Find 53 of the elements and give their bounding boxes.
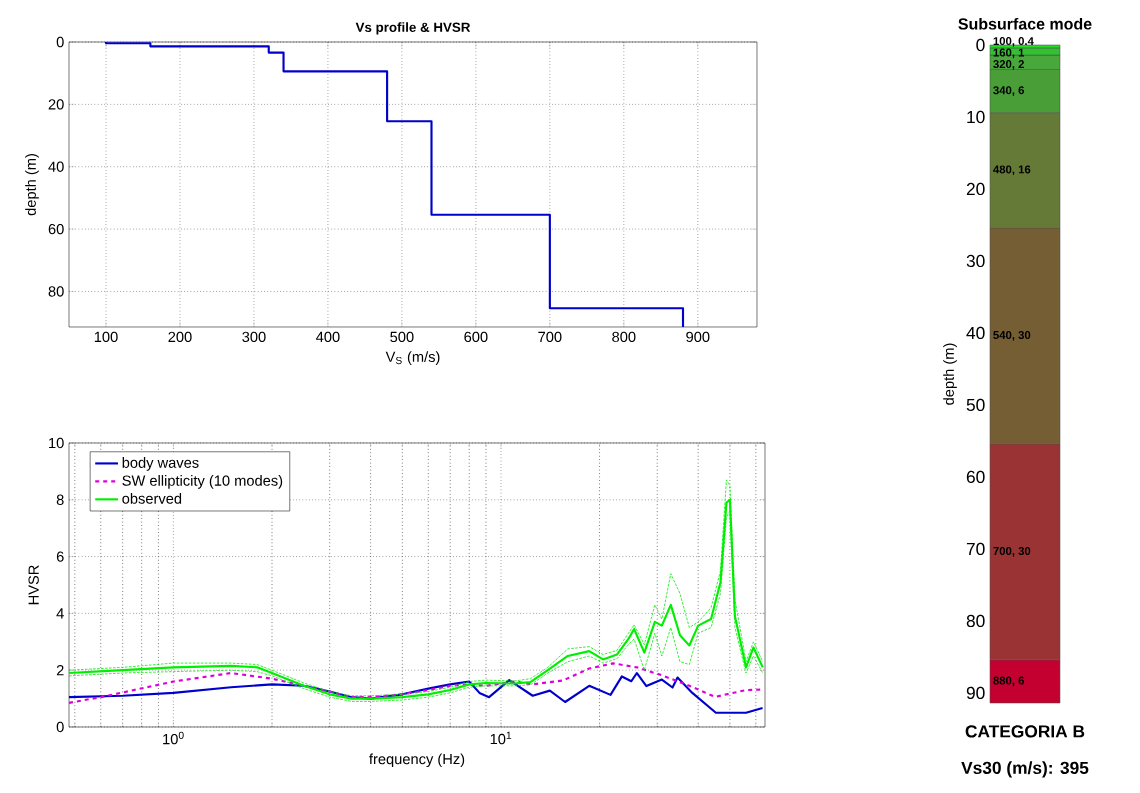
data-label: 700, 30 [993,546,1031,557]
y-tick-label: 8 [56,494,64,505]
y-tick-label: 10 [49,437,64,449]
x-tick-label: 600 [464,331,488,343]
x-axis-title: V$_{S}$ (m/s) [385,351,440,365]
y-tick-label: 0 [976,38,985,52]
data-label: 880, 6 [993,676,1025,687]
y-tick-label: 70 [966,542,985,556]
x-axis-title: frequency (Hz) [369,753,465,768]
legend-label: body waves [122,457,199,471]
y-tick-label: 60 [966,470,985,484]
chart-title: Vs profile & HVSR [355,22,471,35]
text: Vs30 (m/s): 395 [961,761,1089,778]
x-tick-label: 200 [168,331,192,343]
y-tick-label: 80 [966,614,985,628]
x-tick-label: 10$^{0}$ [163,731,184,745]
x-tick-label: 500 [390,331,414,343]
y-tick-label: 0 [56,721,64,733]
y-tick-label: 0 [56,36,64,48]
data-label: 340, 6 [993,86,1025,96]
y-tick-label: 30 [966,254,985,268]
y-tick-label: 20 [48,99,64,110]
data-label: 160, 1 [993,48,1025,59]
y-tick-label: 80 [48,286,64,297]
y-tick-label: 60 [48,223,64,235]
y-tick-label: 2 [56,665,64,676]
y-tick-label: 40 [48,161,64,172]
x-tick-label: 700 [538,331,562,343]
line-series [104,40,685,329]
legend-label: observed [122,493,182,504]
y-axis-title: depth (m) [943,343,957,405]
y-tick-label: 20 [966,182,985,196]
x-tick-label: 100 [94,331,118,343]
x-tick-label: 400 [316,331,340,343]
y-tick-label: 90 [966,686,985,700]
data-label: 100, 0.4 [993,37,1034,47]
y-axis-title: depth (m) [25,154,39,216]
data-label: 480, 16 [993,165,1031,176]
y-tick-label: 10 [967,110,985,124]
data-label: 320, 2 [993,60,1024,70]
y-tick-label: 50 [966,398,985,412]
y-axis-title: HVSR [28,565,39,605]
x-tick-label: 900 [686,331,710,343]
legend-label: SW ellipticity (10 modes) [122,475,283,489]
data-label: 540, 30 [993,331,1031,341]
chart-title: Subsurface mode [958,17,1092,30]
x-tick-label: 10$^{1}$ [490,731,512,745]
y-tick-label: 4 [56,608,64,619]
y-tick-label: 40 [966,326,985,340]
x-tick-label: 300 [242,331,266,343]
x-tick-label: 800 [612,331,636,343]
y-tick-label: 6 [56,551,64,562]
text: CATEGORIA B [965,725,1085,738]
